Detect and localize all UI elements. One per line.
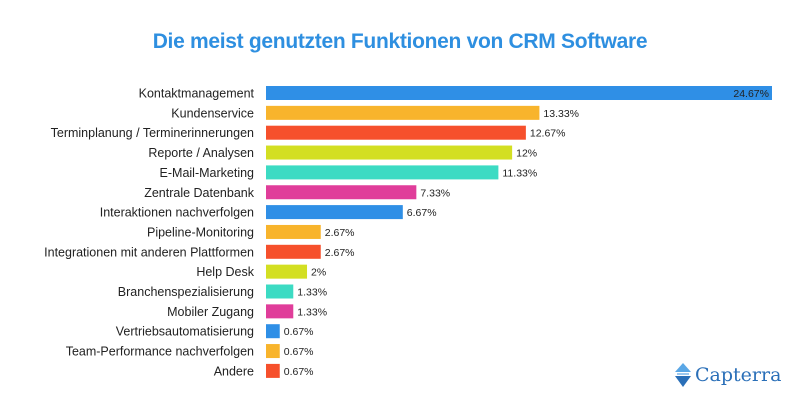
value-label: 12.67%	[530, 128, 566, 140]
value-label: 7.33%	[420, 187, 450, 199]
capterra-logo-text: Capterra	[695, 364, 782, 386]
chart-title: Die meist genutzten Funktionen von CRM S…	[152, 30, 648, 53]
category-label: E-Mail-Marketing	[160, 166, 255, 180]
category-label: Branchenspezialisierung	[118, 285, 254, 299]
bar	[266, 145, 513, 160]
value-label: 13.33%	[543, 108, 579, 120]
category-label: Team-Performance nachverfolgen	[66, 345, 254, 359]
bar	[266, 244, 321, 259]
value-label: 11.33%	[502, 167, 537, 179]
capterra-logo-icon	[675, 363, 691, 387]
bar	[266, 86, 772, 100]
bar	[266, 284, 294, 299]
value-label: 1.33%	[297, 287, 327, 299]
category-label: Kontaktmanagement	[139, 87, 255, 101]
value-label: 24.67%	[733, 88, 769, 100]
bar	[266, 205, 403, 220]
bar	[266, 125, 526, 140]
category-label: Pipeline-Monitoring	[147, 225, 254, 239]
bar	[266, 363, 280, 378]
bar	[266, 224, 321, 239]
bar	[266, 304, 294, 319]
value-label: 12%	[516, 148, 537, 160]
category-label: Integrationen mit anderen Plattformen	[44, 245, 254, 259]
bar	[266, 105, 540, 120]
bar	[266, 165, 499, 180]
category-label: Help Desk	[196, 265, 254, 279]
value-label: 0.67%	[284, 326, 314, 338]
category-label: Kundenservice	[171, 106, 254, 120]
category-label: Vertriebsautomatisierung	[116, 325, 254, 339]
category-label: Interaktionen nachverfolgen	[100, 206, 254, 220]
bar	[266, 344, 280, 359]
bar	[266, 185, 417, 200]
value-label: 0.67%	[284, 346, 314, 358]
value-label: 1.33%	[297, 306, 327, 318]
category-label: Reporte / Analysen	[148, 146, 254, 160]
category-label: Terminplanung / Terminerinnerungen	[51, 126, 254, 140]
value-label: 6.67%	[407, 207, 437, 219]
value-label: 0.67%	[284, 366, 314, 378]
value-label: 2.67%	[325, 227, 355, 239]
category-label: Mobiler Zugang	[167, 305, 254, 319]
value-label: 2.67%	[325, 247, 355, 259]
category-label: Andere	[214, 364, 254, 378]
capterra-logo: Capterra	[674, 362, 781, 388]
bar	[266, 264, 308, 279]
category-label: Zentrale Datenbank	[144, 186, 255, 200]
value-label: 2%	[311, 267, 326, 279]
bar	[266, 324, 280, 339]
